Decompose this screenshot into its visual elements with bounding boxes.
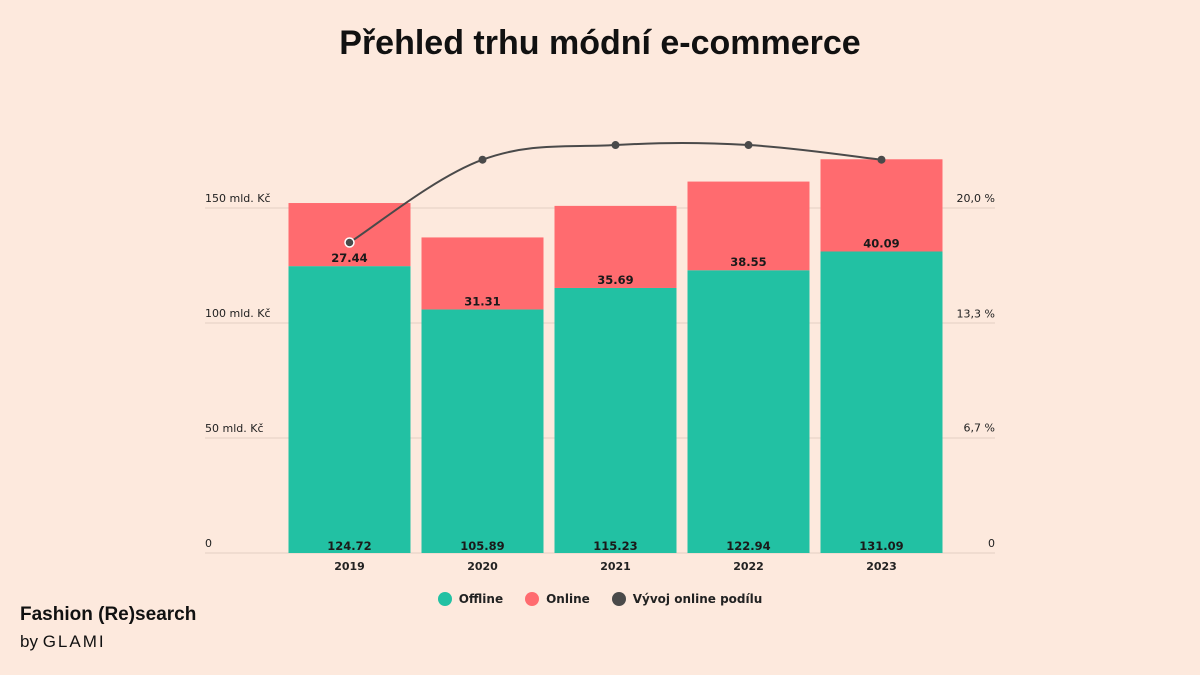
legend: Offline Online Vývoj online podílu bbox=[0, 592, 1200, 606]
brand-byline: by GLAMI bbox=[20, 632, 196, 652]
chart-title: Přehled trhu módní e-commerce bbox=[339, 24, 861, 62]
legend-label-online: Online bbox=[546, 592, 590, 606]
x-tick-label-2020: 2020 bbox=[467, 560, 498, 573]
x-tick-label-2023: 2023 bbox=[866, 560, 897, 573]
bar-label-offline-2019: 124.72 bbox=[327, 539, 371, 553]
bar-online-2021 bbox=[554, 205, 677, 288]
trend-point-2022 bbox=[744, 141, 753, 150]
bar-label-offline-2022: 122.94 bbox=[726, 539, 770, 553]
bar-offline-2022 bbox=[687, 270, 810, 553]
right-tick-label-3: 20,0 % bbox=[957, 192, 995, 205]
trend-point-2019 bbox=[344, 237, 355, 248]
bar-online-2022 bbox=[687, 181, 810, 271]
bar-label-online-2019: 27.44 bbox=[331, 251, 367, 265]
left-tick-label-0: 0 bbox=[205, 537, 212, 550]
bar-label-online-2022: 38.55 bbox=[730, 255, 766, 269]
bar-online-2023 bbox=[820, 159, 943, 252]
brand-by: by bbox=[20, 632, 38, 651]
legend-swatch-offline bbox=[437, 592, 452, 606]
bar-label-online-2020: 31.31 bbox=[464, 294, 500, 308]
bar-label-offline-2023: 131.09 bbox=[859, 539, 903, 553]
legend-item-online[interactable]: Online bbox=[525, 592, 590, 606]
bar-label-online-2021: 35.69 bbox=[597, 273, 633, 287]
right-tick-label-0: 0 bbox=[988, 537, 995, 550]
bar-offline-2020 bbox=[421, 309, 544, 553]
legend-label-trend: Vývoj online podílu bbox=[632, 592, 763, 606]
x-tick-label-2021: 2021 bbox=[600, 560, 631, 573]
bar-offline-2021 bbox=[554, 287, 677, 553]
x-tick-label-2022: 2022 bbox=[733, 560, 764, 573]
bar-offline-2019 bbox=[288, 266, 411, 553]
trend-point-2021 bbox=[611, 141, 620, 150]
brand-name: Fashion (Re)search bbox=[20, 604, 197, 625]
brand-company: GLAMI bbox=[42, 632, 106, 651]
legend-item-offline[interactable]: Offline bbox=[437, 592, 504, 606]
bar-label-offline-2020: 105.89 bbox=[460, 539, 504, 553]
left-tick-label-2: 100 mld. Kč bbox=[205, 307, 271, 320]
bar-label-offline-2021: 115.23 bbox=[593, 539, 637, 553]
bar-offline-2023 bbox=[820, 251, 943, 554]
left-tick-label-3: 150 mld. Kč bbox=[205, 192, 271, 205]
left-tick-label-1: 50 mld. Kč bbox=[205, 422, 264, 435]
right-tick-label-1: 6,7 % bbox=[964, 421, 995, 434]
legend-swatch-online bbox=[525, 592, 540, 606]
bar-label-online-2023: 40.09 bbox=[863, 236, 899, 250]
legend-label-offline: Offline bbox=[458, 592, 504, 606]
legend-item-trend[interactable]: Vývoj online podílu bbox=[611, 592, 763, 606]
trend-point-2023 bbox=[877, 155, 886, 164]
right-tick-label-2: 13,3 % bbox=[957, 308, 995, 321]
legend-swatch-trend bbox=[611, 592, 626, 606]
brand-logo: Fashion (Re)search by GLAMI bbox=[20, 604, 196, 652]
bar-online-2020 bbox=[421, 237, 544, 310]
trend-point-2020 bbox=[478, 155, 487, 164]
x-tick-label-2019: 2019 bbox=[334, 560, 365, 573]
